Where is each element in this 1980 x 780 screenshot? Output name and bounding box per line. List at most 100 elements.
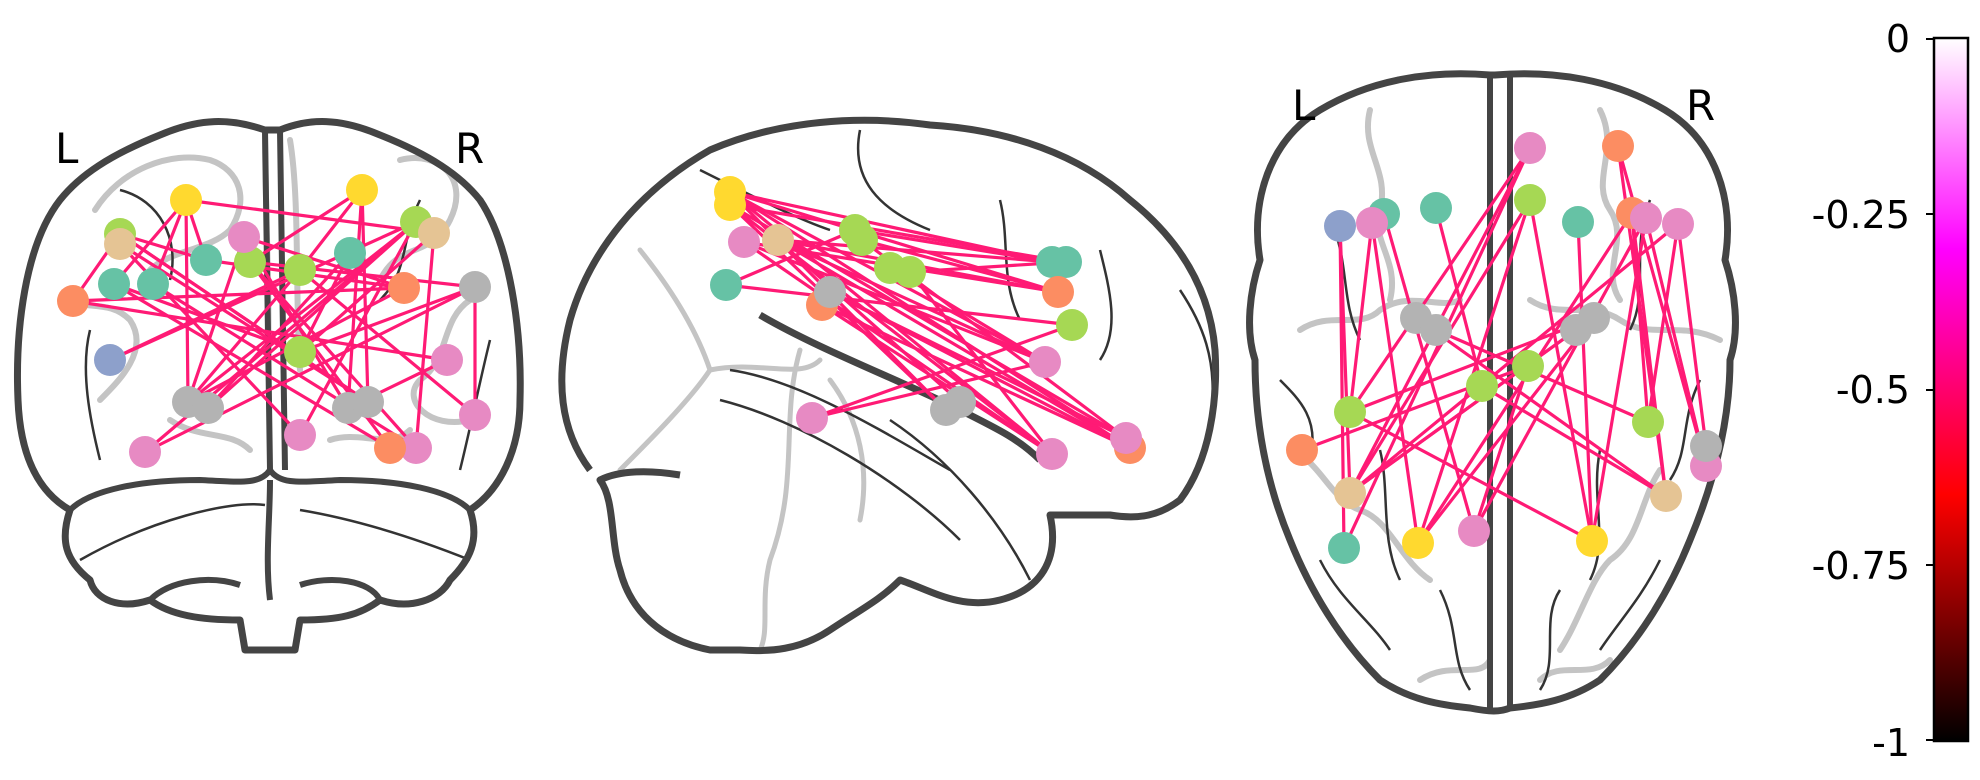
axial-edge-12 bbox=[1644, 216, 1708, 468]
axial-edge-29 bbox=[1472, 216, 1648, 533]
sagittal-sulci bbox=[617, 247, 867, 653]
axial-node-14 bbox=[1578, 302, 1610, 334]
coronal-edge-40 bbox=[298, 268, 477, 417]
coronal-node-18 bbox=[418, 217, 450, 249]
coronal-brain-outline bbox=[14, 118, 524, 654]
coronal-cerebellum bbox=[67, 464, 473, 603]
coronal-node-9 bbox=[459, 399, 491, 431]
axial-edge-31 bbox=[1342, 146, 1532, 550]
coronal-node-1 bbox=[346, 174, 378, 206]
coronal-edge-32 bbox=[71, 286, 406, 303]
coronal-node-15 bbox=[137, 268, 169, 300]
coronal-edge-34 bbox=[143, 285, 477, 454]
sagittal-node-9 bbox=[1056, 309, 1088, 341]
axial-node-17 bbox=[1334, 396, 1366, 428]
axial-edge-8 bbox=[1348, 221, 1374, 414]
axial-node-23 bbox=[1650, 480, 1682, 512]
coronal-view: L R bbox=[14, 118, 524, 654]
axial-node-4 bbox=[1420, 192, 1452, 224]
axial-node-19 bbox=[1632, 406, 1664, 438]
coronal-left-label: L bbox=[55, 124, 79, 173]
sagittal-nodes bbox=[710, 176, 1146, 470]
coronal-node-7 bbox=[228, 221, 260, 253]
sagittal-node-19 bbox=[1036, 438, 1068, 470]
sagittal-brain-outline bbox=[558, 116, 1220, 655]
colorbar-tick-0: 0 bbox=[1886, 17, 1910, 61]
axial-edge-13 bbox=[1590, 216, 1648, 543]
sagittal-node-1 bbox=[714, 189, 746, 221]
sagittal-edge-15 bbox=[853, 228, 1054, 264]
axial-node-10 bbox=[1662, 208, 1694, 240]
coronal-edge-36 bbox=[206, 251, 352, 410]
axial-brain-outline bbox=[1246, 70, 1739, 715]
axial-nodes bbox=[1286, 130, 1722, 564]
coronal-node-19 bbox=[57, 285, 89, 317]
axial-node-21 bbox=[1690, 430, 1722, 462]
sagittal-node-6 bbox=[846, 224, 878, 256]
axial-edge-28 bbox=[1416, 316, 1596, 545]
sagittal-edge-22 bbox=[810, 360, 1047, 420]
axial-node-22 bbox=[1334, 477, 1366, 509]
sagittal-node-21 bbox=[1110, 422, 1142, 454]
coronal-edge-43 bbox=[360, 188, 370, 404]
axial-node-16 bbox=[1512, 350, 1544, 382]
axial-edge-14 bbox=[1676, 222, 1708, 448]
colorbar-gradient bbox=[1932, 36, 1970, 743]
sagittal-fissures bbox=[699, 129, 1214, 581]
sagittal-node-15 bbox=[1029, 346, 1061, 378]
coronal-node-21 bbox=[374, 432, 406, 464]
axial-node-6 bbox=[1324, 210, 1356, 242]
sagittal-edge-1 bbox=[728, 190, 1060, 294]
sagittal-node-16 bbox=[796, 402, 828, 434]
coronal-node-8 bbox=[431, 344, 463, 376]
coronal-node-11 bbox=[129, 436, 161, 468]
coronal-edge-33 bbox=[108, 268, 302, 362]
axial-edge-4 bbox=[1348, 198, 1532, 495]
coronal-node-20 bbox=[388, 272, 420, 304]
sagittal-edge-21 bbox=[810, 323, 1074, 420]
coronal-node-23 bbox=[459, 271, 491, 303]
sagittal-edge-5 bbox=[728, 203, 1068, 264]
sagittal-node-18 bbox=[944, 386, 976, 418]
coronal-edge-5 bbox=[346, 188, 364, 410]
coronal-edge-14 bbox=[186, 220, 418, 404]
axial-node-18 bbox=[1286, 434, 1318, 466]
sagittal-node-14 bbox=[814, 276, 846, 308]
axial-node-25 bbox=[1402, 527, 1434, 559]
sagittal-node-8 bbox=[894, 256, 926, 288]
colorbar-tick-marks bbox=[1926, 38, 1934, 741]
axial-edge-0 bbox=[1348, 146, 1532, 414]
axial-edge-32 bbox=[1528, 198, 1594, 543]
axial-node-9 bbox=[1630, 202, 1662, 234]
coronal-nodes bbox=[57, 174, 491, 468]
sagittal-node-4 bbox=[710, 269, 742, 301]
axial-edge-25 bbox=[1382, 212, 1476, 533]
sagittal-edge-23 bbox=[820, 303, 1054, 456]
colorbar-tick-3: -0.75 bbox=[1812, 544, 1910, 588]
coronal-node-10 bbox=[284, 419, 316, 451]
sagittal-edge-13 bbox=[724, 228, 857, 287]
axial-node-12 bbox=[1420, 314, 1452, 346]
axial-node-26 bbox=[1458, 515, 1490, 547]
coronal-edge-25 bbox=[151, 282, 418, 450]
axial-view: L R bbox=[1246, 70, 1739, 715]
sagittal-node-3 bbox=[762, 224, 794, 256]
axial-edge-18 bbox=[1434, 328, 1650, 424]
coronal-node-4 bbox=[284, 254, 316, 286]
axial-node-24 bbox=[1328, 532, 1360, 564]
coronal-node-22 bbox=[94, 344, 126, 376]
axial-edge-9 bbox=[1370, 221, 1420, 545]
coronal-edge-42 bbox=[414, 231, 436, 450]
sagittal-edge-28 bbox=[828, 290, 1132, 450]
coronal-node-25 bbox=[192, 392, 224, 424]
coronal-node-3 bbox=[234, 246, 266, 278]
coronal-node-12 bbox=[400, 432, 432, 464]
colorbar-tick-4: -1 bbox=[1872, 721, 1910, 765]
axial-node-3 bbox=[1562, 206, 1594, 238]
coronal-edge-4 bbox=[248, 188, 364, 264]
coronal-node-0 bbox=[170, 184, 202, 216]
sagittal-view bbox=[558, 116, 1220, 655]
sagittal-edge-18 bbox=[908, 270, 1054, 456]
axial-node-27 bbox=[1576, 525, 1608, 557]
